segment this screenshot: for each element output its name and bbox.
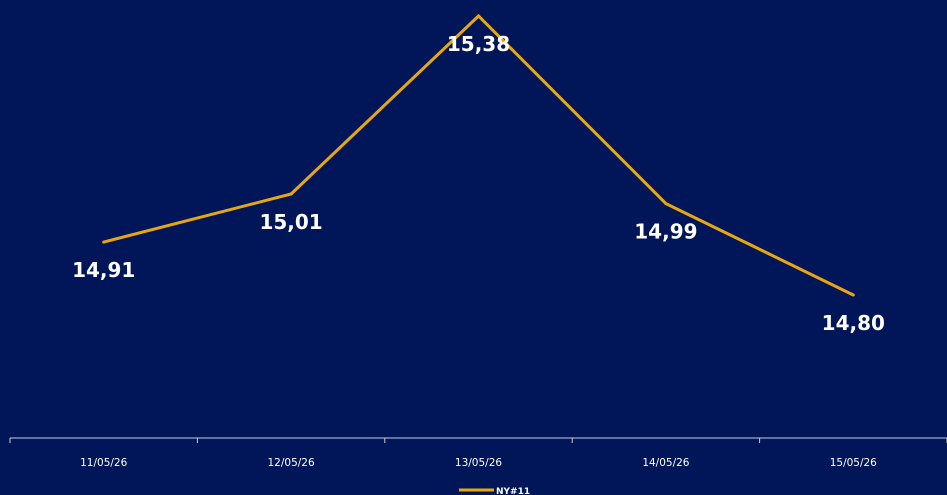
data-label: 14,99 [634,220,697,244]
data-point [102,240,106,244]
series-line-ny11 [103,13,854,297]
x-tick-label: 11/05/26 [80,457,127,469]
data-point [289,192,293,196]
series-line-group [102,13,855,297]
x-tick-label: 12/05/26 [268,457,315,469]
data-point [477,14,480,18]
x-axis [9,437,947,443]
legend: NY#11 [459,487,530,495]
data-point [851,293,855,297]
x-tick-label: 14/05/26 [642,457,689,469]
x-tick-label: 13/05/26 [455,457,502,469]
x-tick-label-group: 11/05/26 12/05/26 13/05/26 14/05/26 15/05/26 [80,457,877,469]
data-label: 15,38 [447,32,510,56]
data-label-group: 14,91 15,01 15,38 14,99 14,80 [72,32,885,335]
data-label: 15,01 [259,210,322,234]
data-point [664,202,668,206]
data-label: 14,91 [72,258,135,282]
legend-label: NY#11 [496,487,530,495]
data-label: 14,80 [822,311,885,335]
x-tick-label: 15/05/26 [830,457,877,469]
